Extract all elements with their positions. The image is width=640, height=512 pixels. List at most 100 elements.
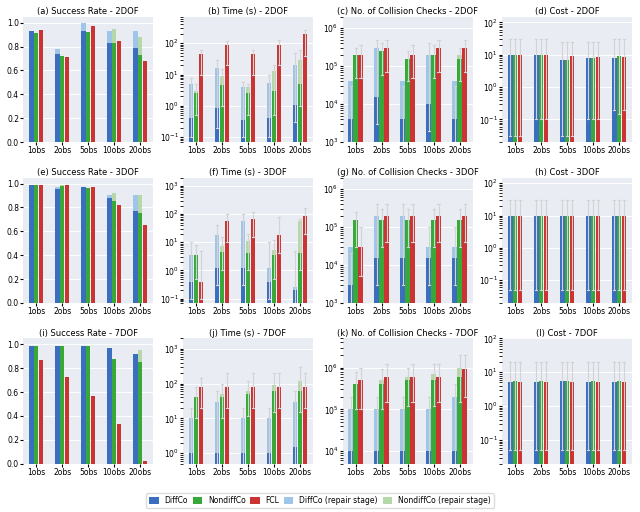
Title: (f) Time (s) - 3DOF: (f) Time (s) - 3DOF: [209, 168, 287, 177]
Bar: [29, 185, 33, 303]
Bar: [112, 29, 116, 142]
Bar: [138, 196, 143, 303]
Bar: [353, 220, 358, 512]
Bar: [29, 31, 33, 142]
Bar: [246, 391, 250, 512]
Bar: [267, 453, 271, 512]
Bar: [194, 255, 198, 512]
Bar: [401, 410, 405, 512]
Bar: [586, 382, 591, 512]
Bar: [565, 60, 570, 512]
Bar: [426, 247, 431, 512]
Bar: [401, 81, 405, 512]
Bar: [39, 30, 44, 142]
Bar: [276, 235, 281, 512]
Bar: [241, 120, 245, 512]
Bar: [34, 346, 38, 464]
Bar: [612, 58, 616, 512]
Bar: [220, 86, 224, 512]
Bar: [60, 185, 65, 303]
Legend: DiffCo, NondiffCo, FCL, DiffCo (repair stage), NondiffCo (repair stage): DiffCo, NondiffCo, FCL, DiffCo (repair s…: [147, 493, 493, 508]
Bar: [117, 424, 122, 464]
Title: (b) Time (s) - 2DOF: (b) Time (s) - 2DOF: [208, 7, 288, 16]
Bar: [276, 45, 281, 512]
Bar: [298, 222, 302, 512]
Bar: [29, 31, 33, 142]
Bar: [39, 185, 44, 303]
Bar: [215, 453, 219, 512]
Bar: [544, 216, 548, 512]
Bar: [353, 55, 358, 512]
Bar: [133, 48, 138, 142]
Bar: [458, 59, 462, 512]
Bar: [112, 358, 116, 464]
Bar: [348, 247, 353, 512]
Bar: [358, 247, 363, 512]
Bar: [374, 216, 379, 512]
Bar: [622, 382, 627, 512]
Bar: [384, 216, 388, 512]
Bar: [348, 119, 353, 512]
Bar: [81, 187, 86, 303]
Bar: [86, 32, 90, 142]
Bar: [65, 57, 69, 142]
Bar: [292, 290, 297, 512]
Bar: [133, 354, 138, 464]
Bar: [133, 211, 138, 303]
Bar: [189, 282, 193, 512]
Bar: [29, 346, 33, 464]
Bar: [384, 377, 388, 512]
Bar: [29, 185, 33, 303]
Bar: [60, 186, 65, 303]
Bar: [241, 453, 245, 512]
Bar: [55, 187, 60, 303]
Bar: [272, 249, 276, 512]
Bar: [539, 55, 543, 512]
Bar: [215, 268, 219, 512]
Bar: [410, 216, 415, 512]
Bar: [622, 216, 627, 512]
Bar: [189, 453, 193, 512]
Bar: [60, 346, 65, 464]
Bar: [276, 387, 281, 512]
Bar: [431, 220, 436, 512]
Bar: [534, 216, 538, 512]
Bar: [107, 196, 111, 303]
Bar: [452, 397, 457, 512]
Bar: [436, 377, 441, 512]
Bar: [107, 43, 111, 142]
Bar: [410, 377, 415, 512]
Bar: [591, 58, 595, 512]
Bar: [292, 65, 297, 512]
Bar: [138, 362, 143, 464]
Bar: [405, 220, 410, 512]
Bar: [55, 346, 60, 464]
Bar: [60, 56, 65, 142]
Bar: [353, 55, 358, 512]
Bar: [426, 258, 431, 512]
Bar: [34, 346, 38, 464]
Bar: [189, 255, 193, 512]
Bar: [220, 246, 224, 512]
Bar: [220, 76, 224, 512]
Title: (k) No. of Collision Checks - 7DOF: (k) No. of Collision Checks - 7DOF: [337, 329, 478, 337]
Bar: [55, 54, 60, 142]
Bar: [225, 387, 229, 512]
Bar: [401, 216, 405, 512]
Bar: [65, 185, 69, 303]
Bar: [189, 418, 193, 512]
Bar: [374, 97, 379, 512]
Bar: [348, 285, 353, 512]
Bar: [560, 60, 564, 512]
Bar: [452, 258, 457, 512]
Bar: [225, 45, 229, 512]
Bar: [292, 402, 297, 512]
Bar: [617, 216, 621, 512]
Bar: [29, 346, 33, 464]
Bar: [34, 185, 38, 303]
Bar: [612, 216, 616, 512]
Bar: [596, 216, 600, 512]
Bar: [112, 43, 116, 142]
Bar: [458, 220, 462, 512]
Bar: [241, 268, 245, 512]
